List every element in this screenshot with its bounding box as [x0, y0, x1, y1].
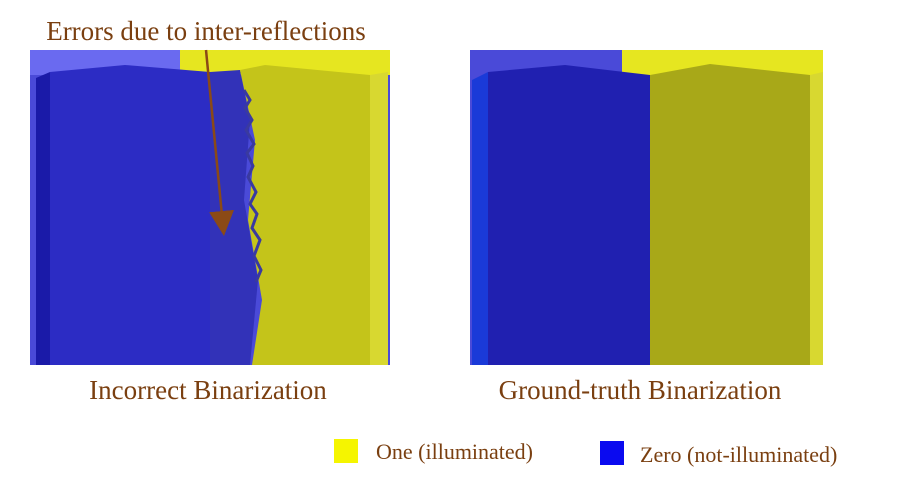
legend-swatch	[600, 441, 624, 465]
legend-label: Zero (not-illuminated)	[640, 442, 837, 467]
callout: Errors due to inter-reflections	[46, 16, 366, 46]
incorrect-binarization-image	[30, 49, 390, 365]
legend-label: One (illuminated)	[376, 439, 533, 464]
panel-caption: Ground-truth Binarization	[499, 375, 782, 405]
legend-swatch	[334, 439, 358, 463]
panel-caption: Incorrect Binarization	[89, 375, 327, 405]
ground-truth-image	[470, 50, 823, 365]
